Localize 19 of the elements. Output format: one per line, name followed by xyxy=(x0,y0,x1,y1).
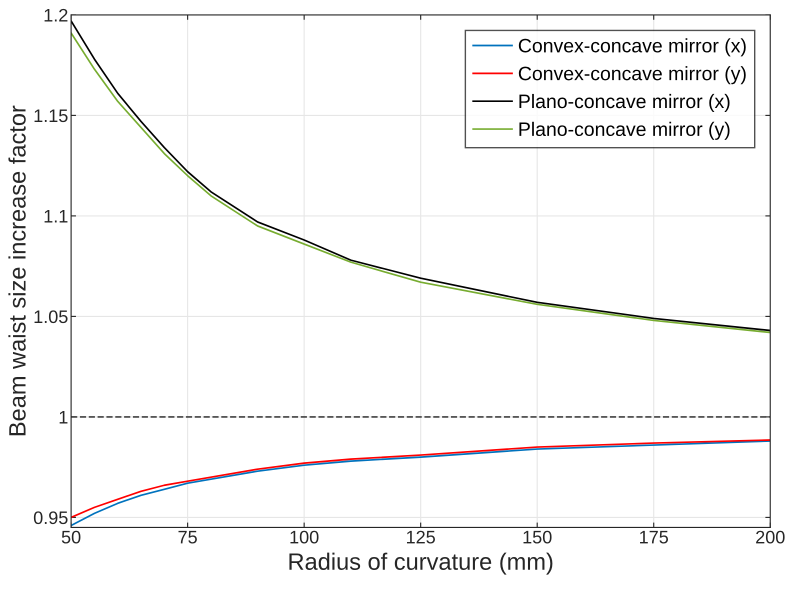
legend-label: Convex-concave mirror (y) xyxy=(518,66,746,84)
x-tick-label: 150 xyxy=(524,530,552,544)
legend-label: Plano-concave mirror (x) xyxy=(519,94,730,112)
y-tick-label: 1.15 xyxy=(34,110,68,122)
y-tick-label: 1.2 xyxy=(44,8,68,22)
y-tick-label: 1.05 xyxy=(34,310,68,324)
x-tick-label: 175 xyxy=(640,530,668,544)
x-tick-label: 200 xyxy=(756,530,785,544)
y-axis-title: Beam waist size increase factor xyxy=(8,106,26,436)
y-tick-label: 1.1 xyxy=(44,210,68,222)
x-tick-label: 75 xyxy=(178,530,197,544)
y-tick-label: 0.95 xyxy=(34,511,68,524)
x-axis-title: Radius of curvature (mm) xyxy=(289,552,552,575)
legend-label: Convex-concave mirror (x) xyxy=(518,38,746,56)
y-tick-label: 1 xyxy=(60,411,68,424)
x-tick-label: 100 xyxy=(290,530,319,544)
x-tick-label: 125 xyxy=(406,530,435,544)
x-tick-label: 50 xyxy=(62,530,80,544)
legend-label: Plano-concave mirror (y) xyxy=(519,122,730,140)
